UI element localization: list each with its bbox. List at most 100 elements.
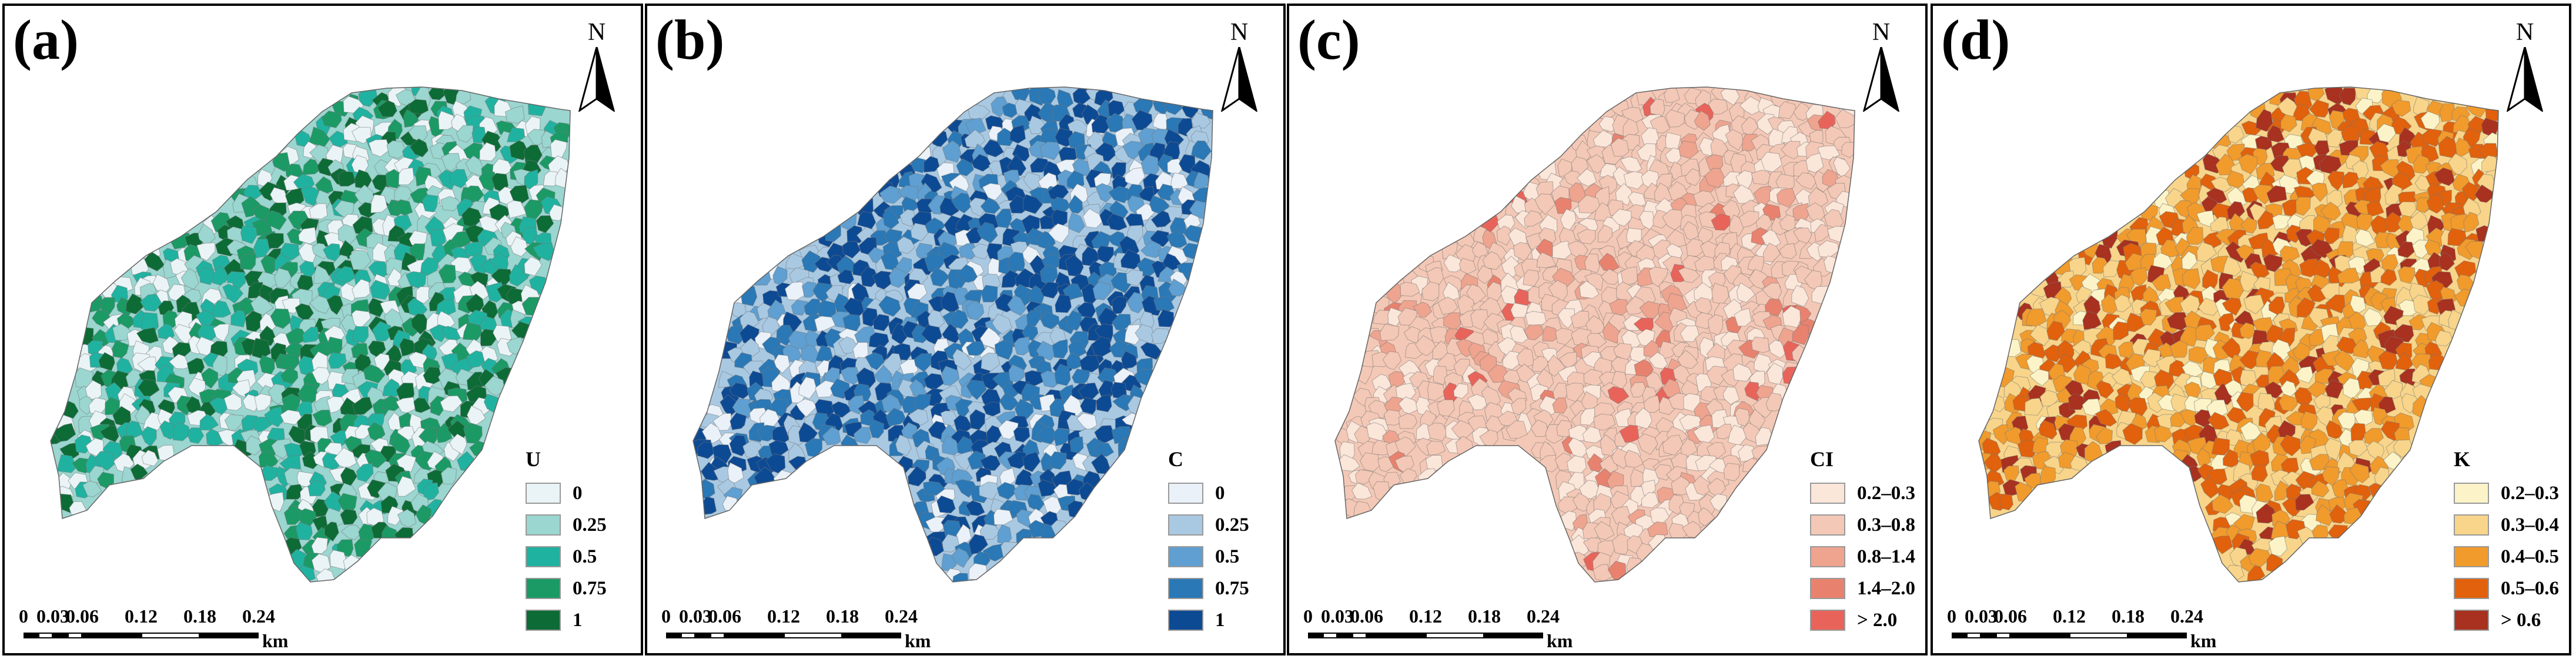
parcel xyxy=(2286,410,2306,426)
parcel xyxy=(837,269,855,285)
parcel-map xyxy=(50,86,571,583)
parcel xyxy=(1048,223,1069,244)
parcel xyxy=(399,337,418,357)
parcel xyxy=(1597,224,1613,243)
parcel xyxy=(1066,310,1082,331)
parcel xyxy=(1150,210,1172,228)
scale-tick-label: 0.06 xyxy=(1994,606,2027,627)
legend-swatch xyxy=(2454,546,2489,567)
parcel xyxy=(2113,321,2129,340)
parcel xyxy=(1383,409,1403,426)
parcel xyxy=(2111,368,2133,386)
parcel xyxy=(895,434,912,456)
legend-label: 0.25 xyxy=(1215,514,1249,536)
parcel xyxy=(1013,336,1031,356)
parcel xyxy=(421,194,439,213)
parcel xyxy=(991,96,1009,118)
parcel xyxy=(2169,340,2187,358)
parcel xyxy=(911,157,928,173)
parcel xyxy=(1607,386,1630,404)
parcel xyxy=(2200,476,2220,499)
parcel xyxy=(321,111,342,129)
scale-segment xyxy=(666,633,681,638)
parcel xyxy=(942,140,962,163)
parcel xyxy=(250,295,274,316)
parcel xyxy=(2160,239,2179,257)
parcel xyxy=(1678,267,1701,283)
legend-item: 0.2–0.3 xyxy=(1810,477,1915,509)
parcel xyxy=(1709,493,1727,512)
parcel xyxy=(1663,87,1680,103)
scale-segment xyxy=(24,633,38,638)
parcel xyxy=(370,194,388,213)
legend-title: K xyxy=(2454,447,2471,471)
scale-segment xyxy=(68,633,82,638)
parcel xyxy=(1530,419,1549,437)
parcel xyxy=(965,500,985,516)
legend-label: 1.4–2.0 xyxy=(1857,577,1915,599)
parcel xyxy=(296,521,313,540)
scale-tick-label: 0.18 xyxy=(826,606,859,627)
scale-bar: 0 0.03 0.06 0.12 0.18 0.24 km xyxy=(1946,606,2322,651)
scale-segment xyxy=(695,633,710,638)
parcel xyxy=(952,349,972,371)
scale-tick-label: 0.03 xyxy=(679,606,712,627)
parcel xyxy=(1578,195,1601,214)
parcel xyxy=(729,382,752,399)
legend-swatch xyxy=(1168,610,1203,631)
parcel xyxy=(979,454,1001,471)
parcel xyxy=(1624,449,1644,468)
parcel xyxy=(951,573,969,582)
parcel xyxy=(1557,308,1575,329)
parcel xyxy=(2474,184,2495,203)
parcel xyxy=(533,242,556,262)
parcel xyxy=(1824,255,1841,274)
parcel xyxy=(896,236,915,254)
parcel xyxy=(1598,116,1617,132)
parcel xyxy=(1026,310,1042,327)
parcel xyxy=(1421,281,1440,302)
parcel xyxy=(377,100,397,118)
parcel xyxy=(441,153,461,172)
parcel xyxy=(2142,349,2161,368)
parcel xyxy=(956,264,979,283)
legend-title: C xyxy=(1168,447,1183,471)
scale-segment xyxy=(1996,633,2010,638)
parcel xyxy=(1425,454,1443,471)
parcel xyxy=(1552,240,1572,260)
legend-title: CI xyxy=(1810,447,1834,471)
parcel xyxy=(1167,158,1183,175)
parcel xyxy=(2367,87,2384,103)
parcel xyxy=(831,401,852,418)
scale-segment xyxy=(1352,633,1367,638)
parcel xyxy=(326,396,346,414)
scale-tick-label: 0.03 xyxy=(36,606,69,627)
parcel xyxy=(2122,423,2143,445)
parcel xyxy=(951,547,970,568)
legend-item: 0.8–1.4 xyxy=(1810,541,1915,573)
parcel xyxy=(223,393,242,411)
scale-segment xyxy=(842,633,901,638)
parcel xyxy=(1524,324,1544,340)
parcel xyxy=(2222,449,2239,468)
parcel xyxy=(2243,294,2264,315)
parcel xyxy=(1096,394,1112,413)
parcel xyxy=(1470,309,1489,330)
parcel xyxy=(2295,366,2314,384)
parcel xyxy=(1359,452,1380,472)
parcel-map xyxy=(692,86,1213,583)
parcel xyxy=(212,300,232,318)
parcel xyxy=(993,509,1013,526)
parcel xyxy=(1022,194,1043,215)
parcel xyxy=(956,524,972,546)
parcel xyxy=(2397,266,2416,284)
parcel xyxy=(352,279,370,299)
parcel xyxy=(1662,434,1684,456)
parcel xyxy=(1765,298,1784,316)
parcel xyxy=(440,196,461,212)
parcel xyxy=(2481,155,2498,173)
parcel xyxy=(363,364,386,384)
parcel xyxy=(885,407,906,427)
parcel xyxy=(2256,109,2274,132)
parcel xyxy=(387,506,404,526)
